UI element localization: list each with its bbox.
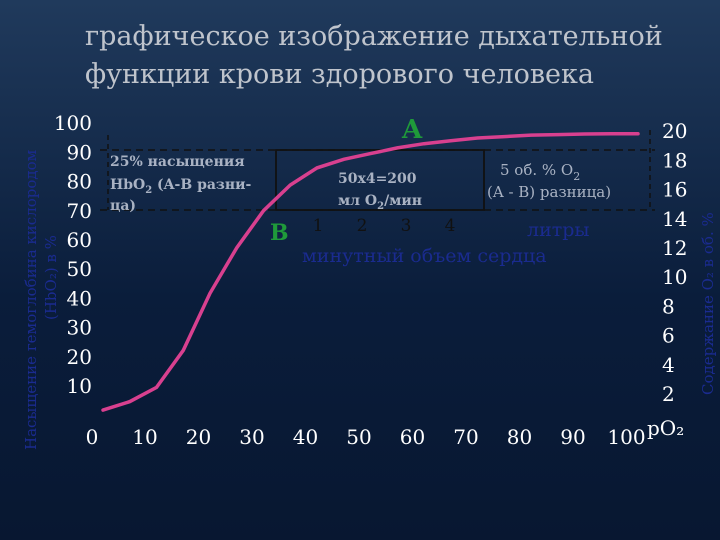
y-right-tick-label: 4 (662, 353, 675, 377)
x-tick-label: 10 (132, 425, 157, 449)
saturation-note-sub: 2 (145, 185, 152, 196)
minute-tick-label: 2 (357, 216, 368, 236)
saturation-note-hbo: HbO (110, 177, 145, 193)
y-left-tick-label: 90 (67, 140, 92, 164)
saturation-note-line-3: ца) (110, 198, 136, 214)
minute-tick-label: 1 (313, 216, 324, 236)
x-tick-label: 30 (239, 425, 264, 449)
calc-note-min: /мин (384, 193, 422, 209)
saturation-note-line-1: 25% насыщения (110, 154, 245, 170)
volume-note-sub: 2 (573, 170, 580, 183)
y-right-tick-label: 18 (662, 148, 687, 172)
calc-note-line-1: 50x4=200 (338, 171, 417, 187)
y-right-tick-label: 14 (662, 207, 687, 231)
x-axis-ticks: 0 10 20 30 40 50 60 70 80 90 100 (86, 425, 646, 449)
y-left-tick-label: 70 (67, 199, 92, 223)
x-tick-label: 70 (453, 425, 478, 449)
y-axis-left-label-line-2: (HbO₂) в % (42, 235, 60, 320)
x-tick-label: 20 (186, 425, 211, 449)
x-tick-label: 100 (607, 425, 645, 449)
y-axis-right-ticks: 2 4 6 8 10 12 14 16 18 20 (662, 119, 687, 406)
x-axis-label: pO₂ (647, 416, 684, 440)
calc-note-ml: мл O (338, 193, 377, 209)
point-label-a: A (401, 115, 423, 145)
y-left-tick-label: 60 (67, 228, 92, 252)
x-tick-label: 80 (507, 425, 532, 449)
liters-label: литры (527, 219, 590, 241)
volume-note-line-2: (A - B) разница) (487, 183, 611, 201)
y-right-tick-label: 20 (662, 119, 687, 143)
minute-tick-label: 4 (445, 216, 456, 236)
y-right-tick-label: 8 (662, 294, 675, 318)
saturation-note-line-2: HbO2 (A-B разни- (110, 177, 251, 196)
y-axis-left-ticks: 10 20 30 40 50 60 70 80 90 100 (54, 111, 92, 398)
y-right-tick-label: 16 (662, 178, 687, 202)
dissociation-curve (101, 131, 640, 412)
volume-note-line-1: 5 об. % O2 (500, 161, 580, 183)
y-axis-left-label-line-1: Насыщение гемоглобина кислородом (22, 149, 40, 450)
y-axis-right-label: Содержание O₂ в об. % (699, 212, 717, 395)
y-left-tick-label: 20 (67, 345, 92, 369)
y-right-tick-label: 12 (662, 236, 687, 260)
calc-note-line-2: мл O2/мин (338, 193, 422, 212)
chart-title-line-1: графическое изображение дыхательной (85, 21, 663, 52)
volume-note-text: 5 об. % O (500, 161, 573, 179)
minute-volume-ticks: 1 2 3 4 (313, 216, 456, 236)
x-tick-label: 40 (293, 425, 318, 449)
y-left-tick-label: 80 (67, 170, 92, 194)
x-axis-label-text: pO₂ (647, 416, 684, 440)
y-left-tick-label: 100 (54, 111, 92, 135)
y-right-tick-label: 2 (662, 382, 675, 406)
minute-tick-label: 3 (401, 216, 412, 236)
calc-note-sub: 2 (377, 201, 384, 212)
saturation-note-diff: (A-B разни- (152, 177, 251, 193)
y-left-tick-label: 10 (67, 374, 92, 398)
x-tick-label: 0 (86, 425, 99, 449)
x-tick-label: 50 (346, 425, 371, 449)
y-left-tick-label: 30 (67, 316, 92, 340)
point-label-b: B (270, 220, 289, 246)
minute-volume-label: минутный объем сердца (302, 245, 547, 267)
y-right-tick-label: 10 (662, 265, 687, 289)
chart-title-line-2: функции крови здорового человека (85, 59, 594, 90)
y-right-tick-label: 6 (662, 324, 675, 348)
x-tick-label: 90 (560, 425, 585, 449)
x-tick-label: 60 (400, 425, 425, 449)
y-left-tick-label: 50 (67, 257, 92, 281)
y-left-tick-label: 40 (67, 286, 92, 310)
